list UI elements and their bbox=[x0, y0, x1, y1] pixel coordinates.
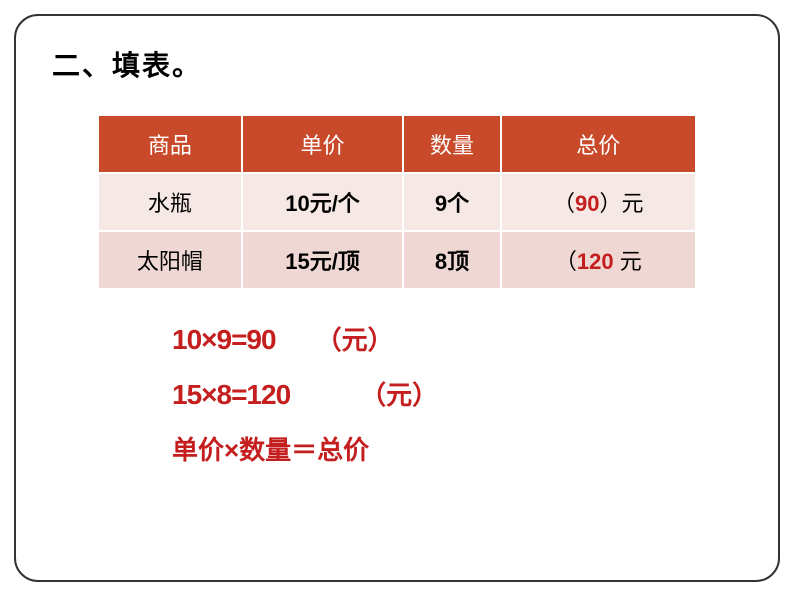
cell-quantity: 8顶 bbox=[403, 231, 500, 289]
total-unit: 元 bbox=[622, 191, 644, 216]
paren-open: （ bbox=[553, 191, 575, 216]
formula-text: 单价×数量＝总价 bbox=[172, 430, 742, 467]
total-value: 90 bbox=[575, 191, 599, 216]
header-unit-price: 单价 bbox=[242, 115, 404, 173]
header-total: 总价 bbox=[501, 115, 696, 173]
cell-unit-price: 10元/个 bbox=[242, 173, 404, 231]
calc-line: 10×9=90 （元） bbox=[172, 320, 742, 357]
paren-open: （ bbox=[555, 249, 577, 274]
total-value: 120 bbox=[577, 249, 614, 274]
header-quantity: 数量 bbox=[403, 115, 500, 173]
cell-product: 太阳帽 bbox=[98, 231, 242, 289]
slide-frame: 二、填表。 商品 单价 数量 总价 水瓶 10元/个 9个 （90）元 bbox=[14, 14, 780, 582]
calc-line: 15×8=120 （元） bbox=[172, 375, 742, 412]
calc-unit: （元） bbox=[360, 375, 438, 412]
calc-expression: 10×9=90 bbox=[172, 324, 276, 356]
price-table: 商品 单价 数量 总价 水瓶 10元/个 9个 （90）元 太阳帽 15 bbox=[97, 114, 697, 290]
price-table-container: 商品 单价 数量 总价 水瓶 10元/个 9个 （90）元 太阳帽 15 bbox=[97, 114, 697, 290]
table-row: 太阳帽 15元/顶 8顶 （120 元 bbox=[98, 231, 696, 289]
cell-unit-price: 15元/顶 bbox=[242, 231, 404, 289]
cell-quantity: 9个 bbox=[403, 173, 500, 231]
cell-total: （90）元 bbox=[501, 173, 696, 231]
calculations-block: 10×9=90 （元） 15×8=120 （元） 单价×数量＝总价 bbox=[172, 320, 742, 467]
paren-close: ） bbox=[600, 191, 622, 216]
cell-total: （120 元 bbox=[501, 231, 696, 289]
header-product: 商品 bbox=[98, 115, 242, 173]
calc-expression: 15×8=120 bbox=[172, 379, 290, 411]
total-unit: 元 bbox=[620, 249, 642, 274]
calc-unit: （元） bbox=[316, 320, 394, 357]
cell-product: 水瓶 bbox=[98, 173, 242, 231]
table-row: 水瓶 10元/个 9个 （90）元 bbox=[98, 173, 696, 231]
table-header-row: 商品 单价 数量 总价 bbox=[98, 115, 696, 173]
section-title: 二、填表。 bbox=[52, 44, 742, 84]
